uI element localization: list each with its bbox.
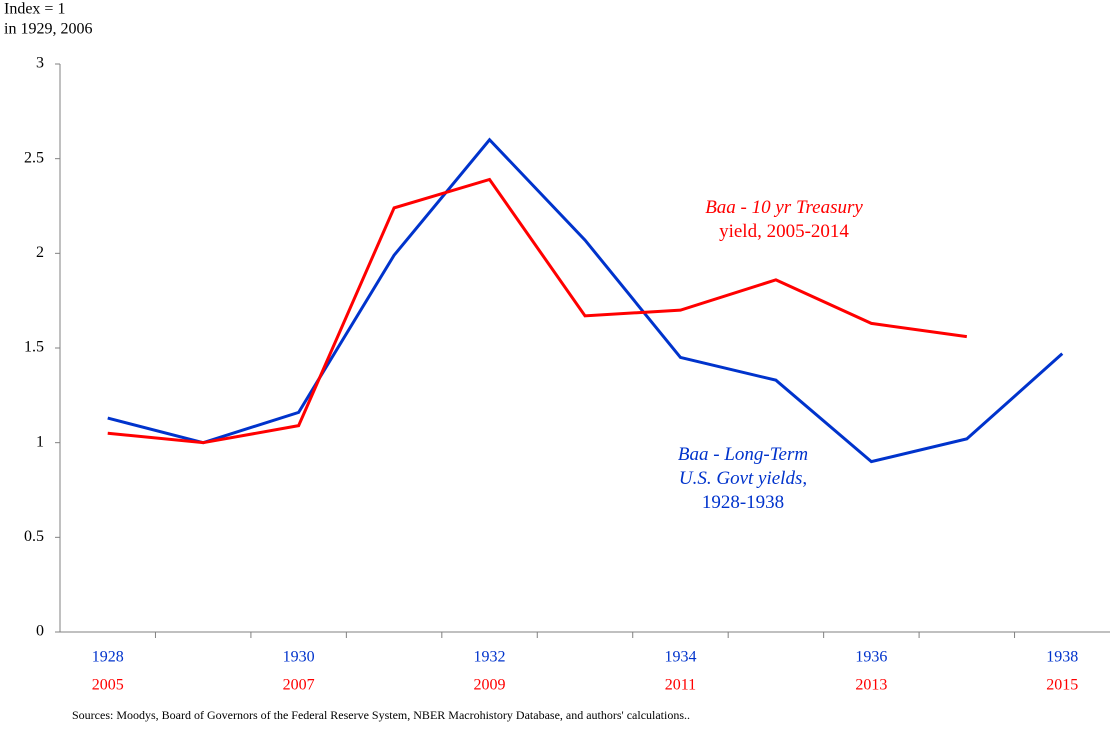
annotation: U.S. Govt yields, — [679, 468, 807, 489]
y-tick-label: 2.5 — [24, 149, 44, 166]
y-tick-label: 2 — [36, 244, 44, 261]
x-tick-label: 1928 — [92, 649, 124, 666]
annotation-text: U.S. Govt yields — [679, 468, 802, 489]
x-tick-label: 1938 — [1046, 649, 1078, 666]
annotation-text: 1928-1938 — [702, 492, 784, 513]
annotation: Baa - 10 yr Treasury — [705, 197, 863, 218]
annotation: 1928-1938 — [702, 492, 784, 513]
annotation-text: , — [802, 468, 807, 489]
x-tick-label: 2011 — [665, 677, 696, 694]
x-tick-label: 2013 — [855, 677, 887, 694]
y-tick-label: 1 — [36, 433, 44, 450]
y-tick-label: 0 — [36, 623, 44, 640]
x-tick-label: 1934 — [664, 649, 696, 666]
y-tick-label: 1.5 — [24, 339, 44, 356]
x-tick-label: 1936 — [855, 649, 887, 666]
x-tick-label: 1930 — [283, 649, 315, 666]
x-tick-label: 1932 — [474, 649, 506, 666]
data-line — [107, 177, 968, 445]
x-tick-label: 2015 — [1046, 677, 1078, 694]
annotation-text: Baa - Long-Term — [678, 444, 808, 465]
annotation-text: yield, 2005-2014 — [719, 221, 849, 242]
y-tick-label: 3 — [36, 55, 44, 72]
y-axis-label: in 1929, 2006 — [4, 21, 92, 38]
data-line — [107, 137, 1064, 464]
annotation: Baa - Long-Term — [678, 444, 808, 465]
source-note: Sources: Moodys, Board of Governors of t… — [72, 708, 690, 722]
y-tick-label: 0.5 — [24, 528, 44, 545]
y-axis-label: Index = 1 — [4, 1, 65, 18]
annotation: yield, 2005-2014 — [719, 221, 849, 242]
x-tick-label: 2005 — [92, 677, 124, 694]
annotation-text: Baa - 10 yr Treasury — [705, 197, 863, 218]
x-tick-label: 2009 — [474, 677, 506, 694]
x-tick-label: 2007 — [283, 677, 315, 694]
